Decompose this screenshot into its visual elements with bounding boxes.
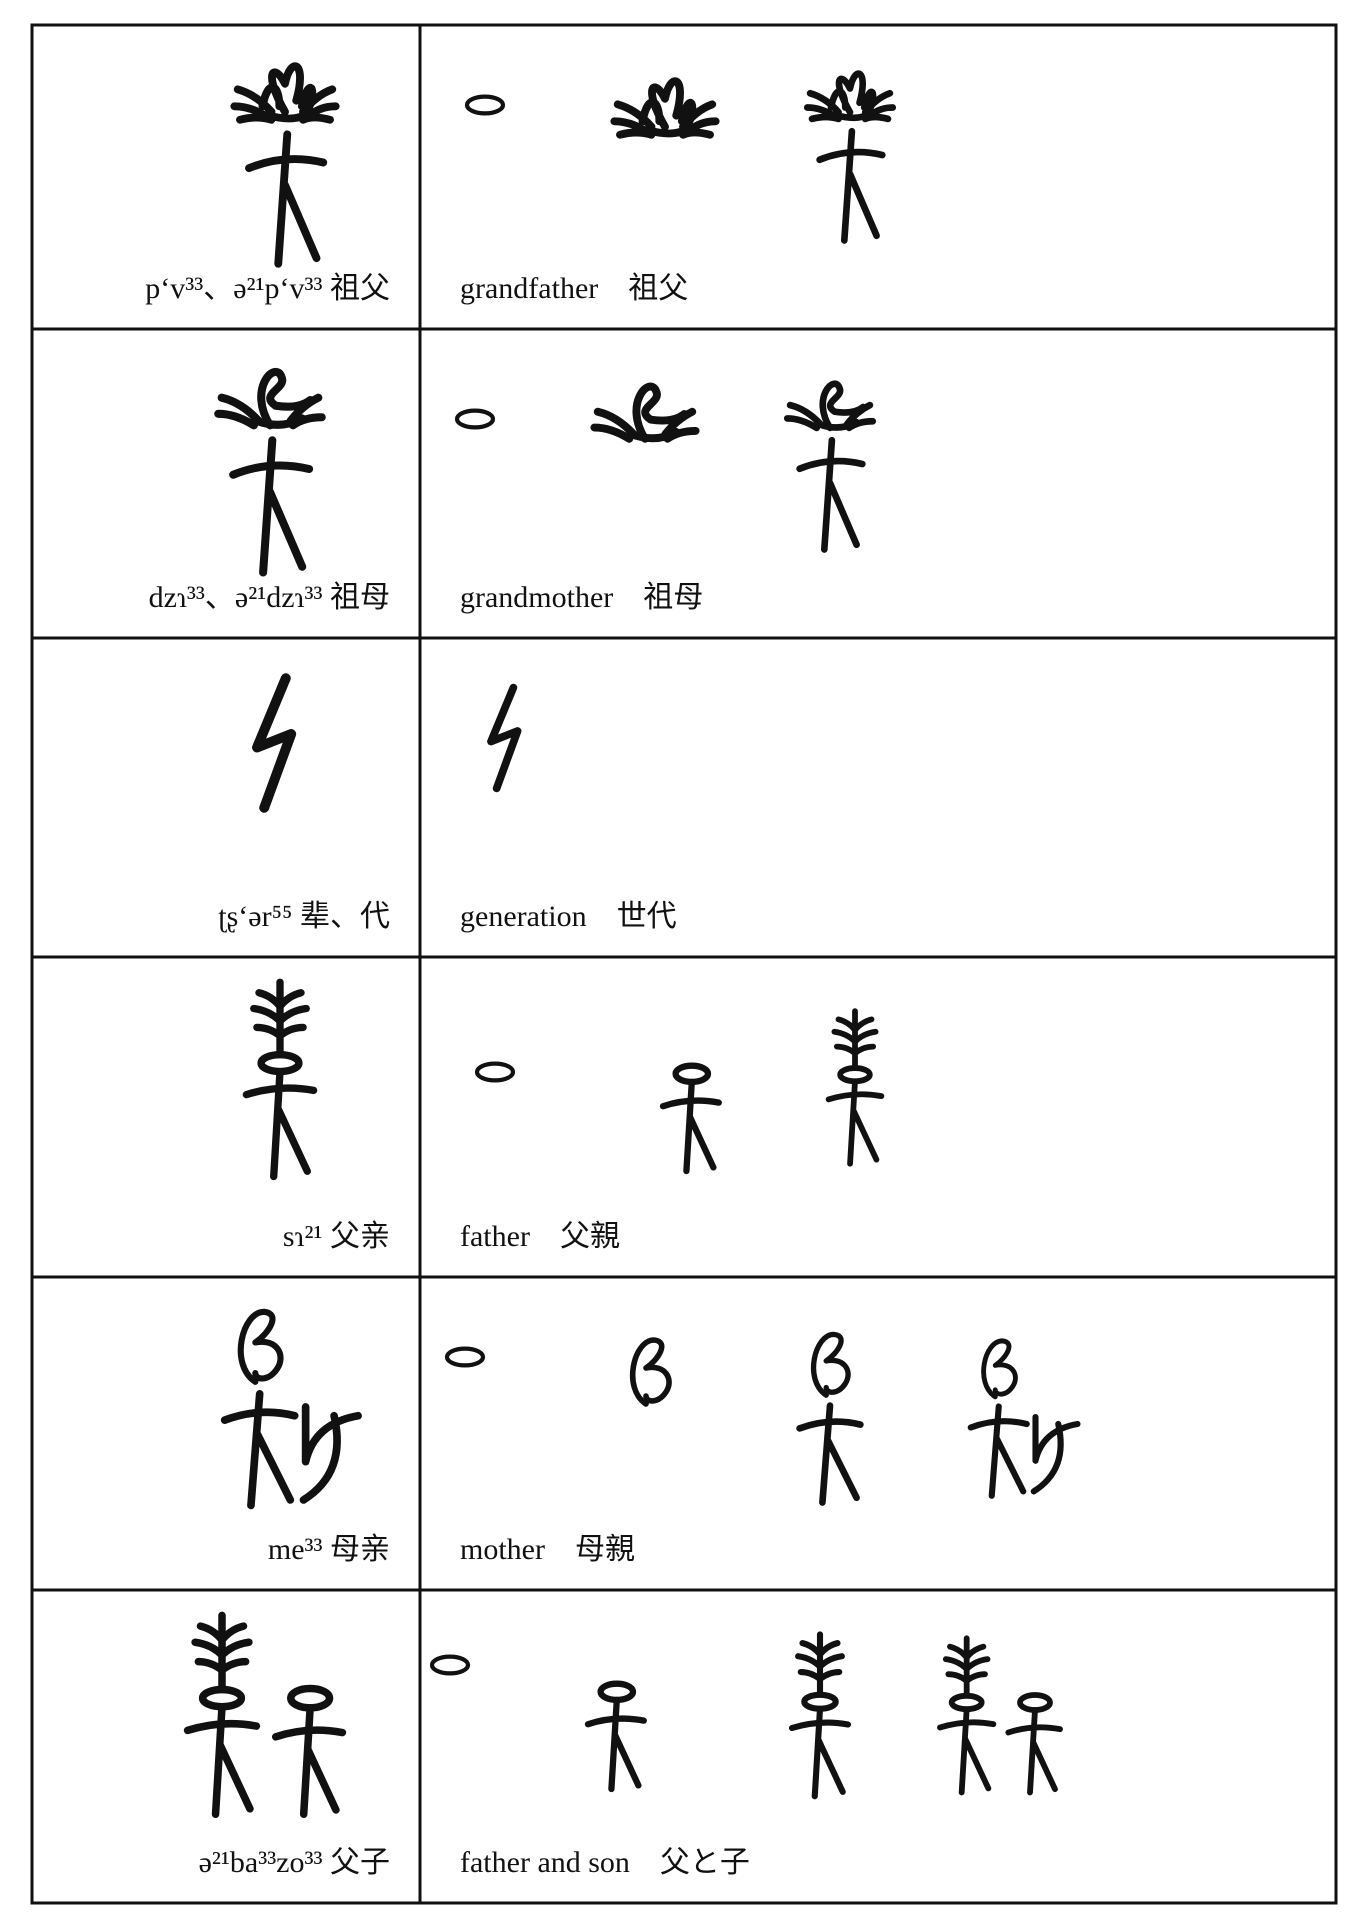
gloss-label: father 父親	[460, 1220, 620, 1253]
pronunciation-label: p‘v³³、ə²¹p‘v³³ 祖父	[145, 272, 390, 305]
dongba-glyph	[829, 1011, 882, 1164]
dongba-glyph	[792, 1634, 848, 1796]
dongba-glyph	[614, 81, 715, 135]
dongba-glyph	[940, 1638, 1060, 1792]
dongba-glyph	[800, 1334, 861, 1502]
dongba-glyph	[588, 1684, 644, 1789]
pronunciation-label: ə²¹ba³³zo³³ 父子	[199, 1846, 390, 1879]
table-row: ʈʂ‘ər⁵⁵ 辈、代 generation 世代	[218, 678, 677, 933]
dongba-glyph	[188, 1615, 343, 1814]
dongba-glyph	[971, 1341, 1078, 1496]
gloss-label: grandmother 祖母	[460, 581, 703, 614]
dongba-glyph	[457, 411, 493, 428]
gloss-label: generation 世代	[460, 900, 677, 933]
pronunciation-label: dzɿ³³、ə²¹dzɿ³³ 祖母	[149, 581, 390, 614]
pronunciation-label: ʈʂ‘ər⁵⁵ 辈、代	[218, 900, 390, 933]
pronunciation-label: sɿ²¹ 父亲	[283, 1220, 390, 1253]
pronunciation-label: me³³ 母亲	[268, 1533, 390, 1566]
dongba-glyph	[594, 386, 695, 438]
dongba-glyph	[633, 1340, 669, 1404]
gloss-label: mother 母親	[460, 1533, 635, 1566]
gloss-label: grandfather 祖父	[460, 272, 688, 305]
table-row: p‘v³³、ə²¹p‘v³³ 祖父 grandfather 祖父	[145, 66, 893, 305]
table-row: ə²¹ba³³zo³³ 父子 father and son 父と子	[188, 1615, 1060, 1879]
dongba-glyph	[663, 1066, 719, 1171]
dongba-glyph	[218, 372, 322, 573]
table-grid	[30, 23, 1338, 1905]
dongba-glyph	[432, 1657, 468, 1674]
table-row: sɿ²¹ 父亲 father 父親	[246, 982, 881, 1253]
dongba-glyph	[787, 384, 873, 550]
dongba-glyph	[491, 688, 518, 789]
dongba-glyph	[257, 678, 291, 808]
dongba-glyph	[246, 982, 313, 1176]
dongba-glyph	[447, 1349, 483, 1366]
dongba-glyph	[467, 97, 503, 114]
gloss-label: father and son 父と子	[460, 1846, 750, 1879]
dongba-glyph	[807, 74, 893, 241]
dongba-glyph	[225, 1312, 358, 1506]
table-row: me³³ 母亲 mother 母親	[225, 1312, 1078, 1566]
dongba-glyph	[477, 1064, 513, 1081]
dongba-glyph	[234, 66, 335, 264]
table-row: dzɿ³³、ə²¹dzɿ³³ 祖母 grandmother 祖母	[149, 372, 873, 614]
table-border	[30, 23, 1338, 1905]
